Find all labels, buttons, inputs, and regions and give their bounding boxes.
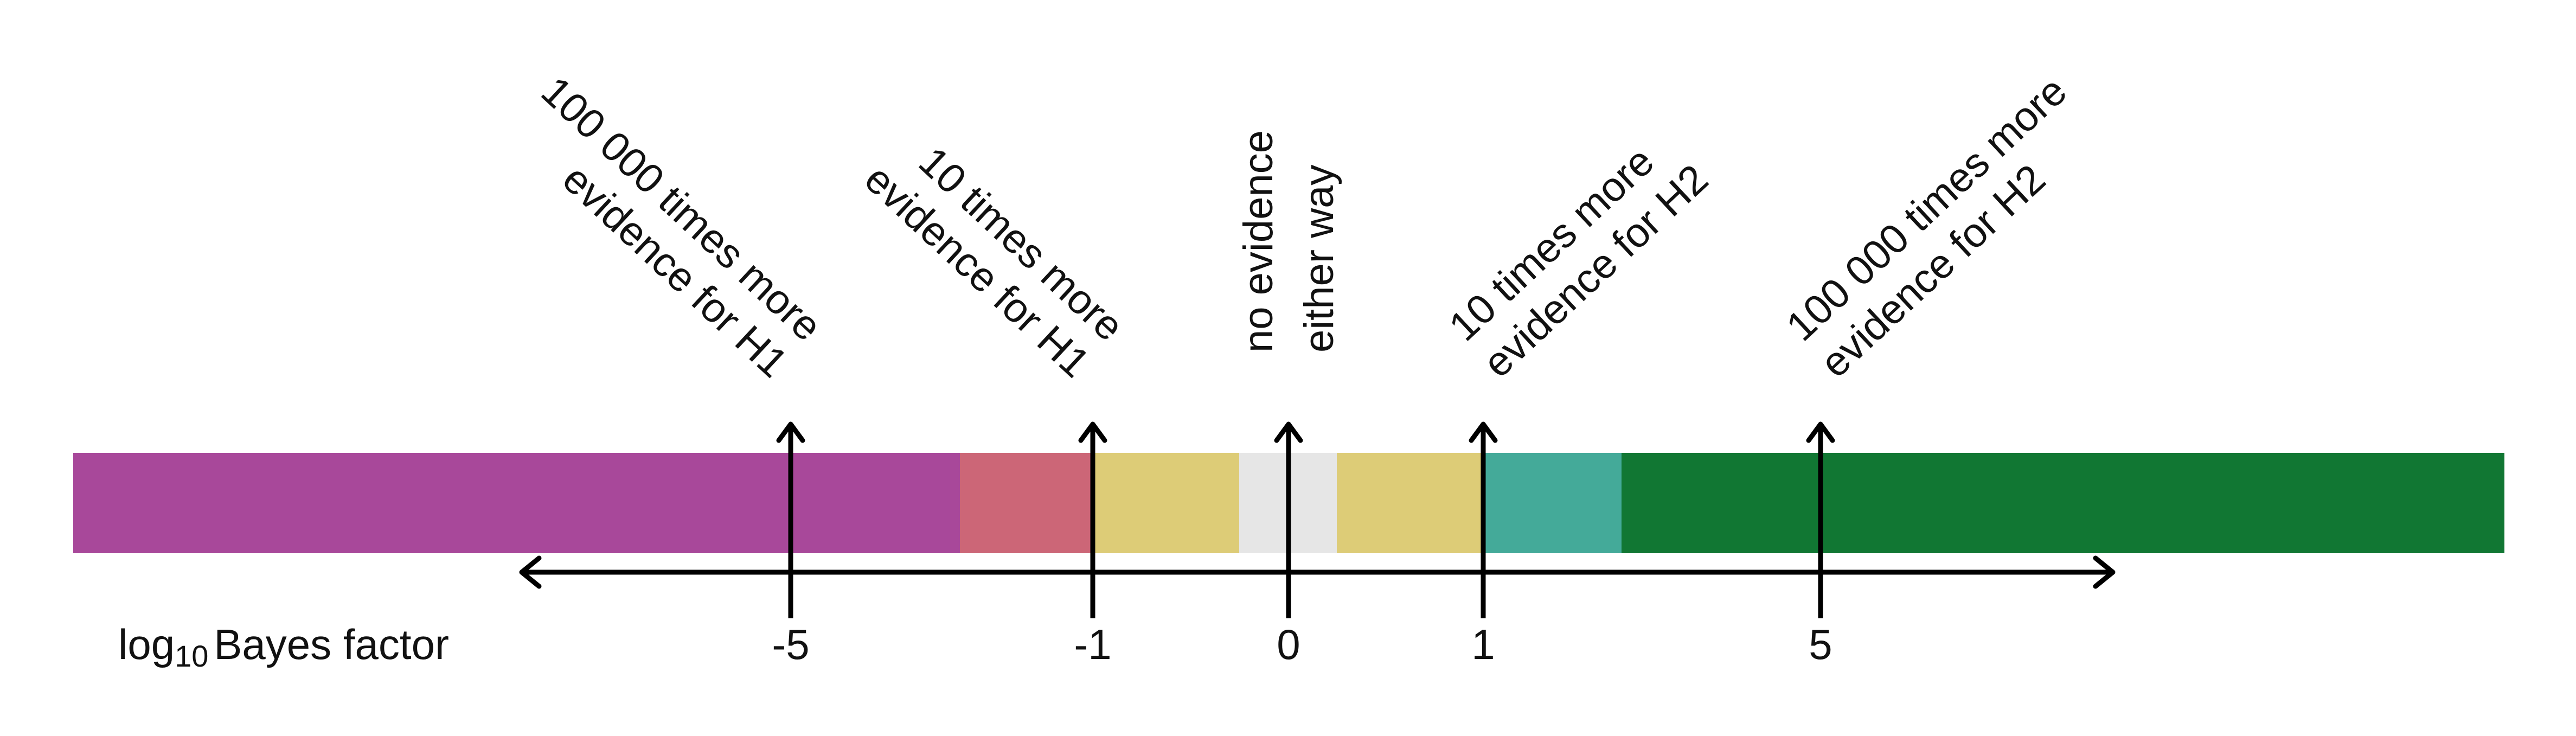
marker-arrowhead-1 bbox=[1078, 421, 1107, 443]
axis-arrow-right bbox=[2093, 555, 2116, 589]
band-moderate-h2 bbox=[1483, 453, 1622, 553]
annotation-line: either way bbox=[1296, 165, 1342, 353]
marker-arrowhead-2 bbox=[1274, 421, 1303, 443]
annotation-line: no evidence bbox=[1235, 130, 1281, 353]
tick-label: -5 bbox=[772, 620, 809, 668]
markers bbox=[776, 421, 1835, 618]
marker-arrowhead-4 bbox=[1806, 421, 1835, 443]
tick-label: 0 bbox=[1277, 620, 1300, 668]
axis-title-subscript: 10 bbox=[175, 639, 208, 673]
band-weak-h2 bbox=[1337, 453, 1483, 553]
tick-labels: -5 -1 0 1 5 bbox=[772, 620, 1832, 668]
band-strong-h2 bbox=[1622, 453, 2504, 553]
marker-arrowhead-0 bbox=[776, 421, 805, 443]
axis bbox=[519, 555, 2116, 589]
axis-arrow-left bbox=[519, 555, 542, 589]
tick-label: -1 bbox=[1074, 620, 1111, 668]
band-weak-h1 bbox=[1093, 453, 1239, 553]
annotation-2: no evidence either way bbox=[1235, 130, 1342, 353]
axis-title-prefix: log bbox=[118, 620, 175, 668]
axis-title-suffix: Bayes factor bbox=[214, 620, 449, 668]
tick-label: 5 bbox=[1809, 620, 1832, 668]
axis-title: log10 Bayes factor bbox=[118, 620, 449, 673]
marker-arrowhead-3 bbox=[1469, 421, 1498, 443]
tick-label: 1 bbox=[1471, 620, 1495, 668]
band-moderate-h1 bbox=[960, 453, 1093, 553]
band-strong-h1 bbox=[73, 453, 960, 553]
evidence-bands bbox=[73, 453, 2504, 553]
